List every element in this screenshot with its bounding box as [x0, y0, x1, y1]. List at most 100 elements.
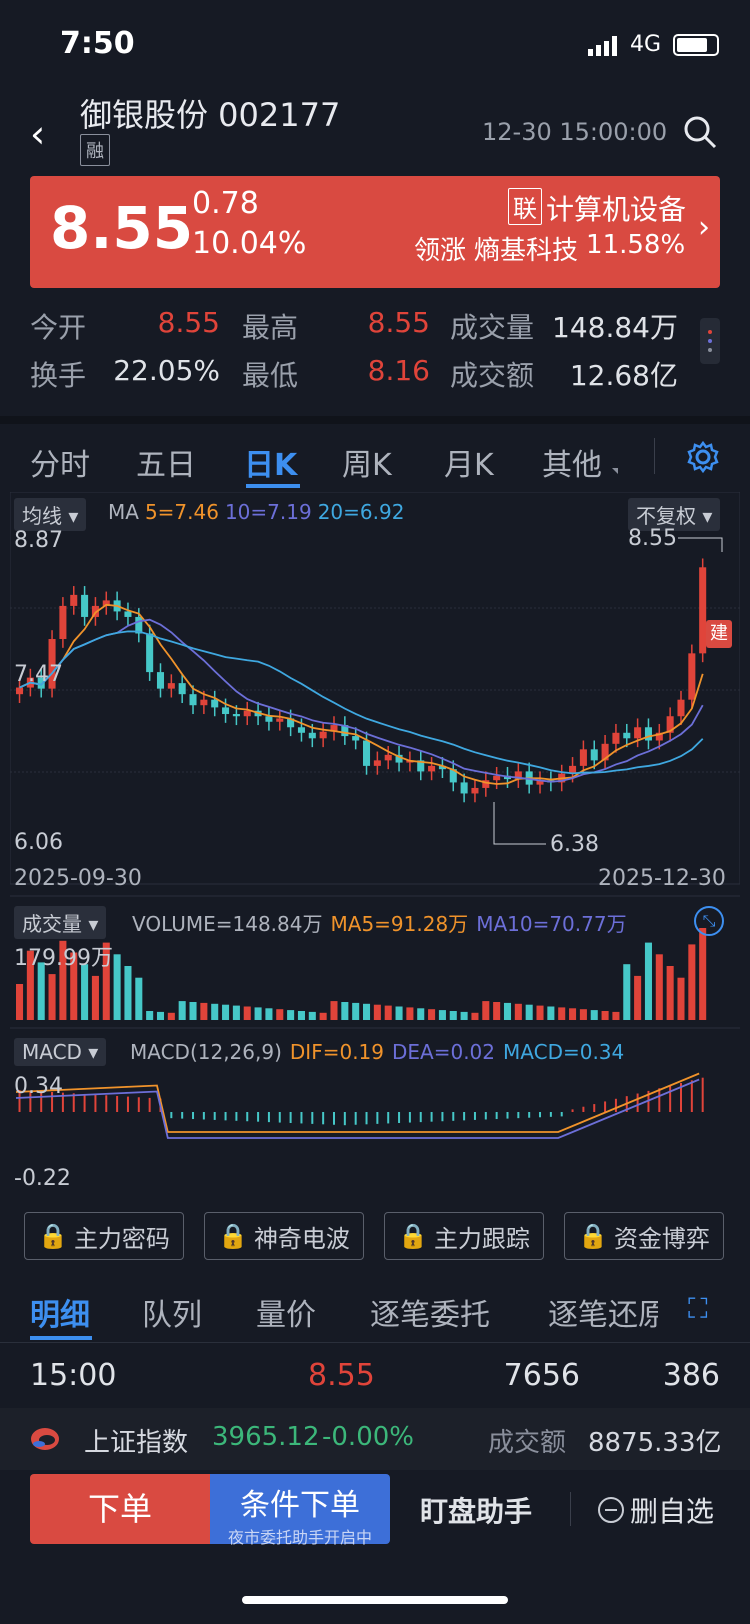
- volume-ma10: MA10=70.77万: [476, 912, 627, 936]
- candle-body: [536, 780, 544, 785]
- tab-queue[interactable]: 队列: [142, 1298, 202, 1333]
- volume-dropdown-label: 成交量: [22, 912, 82, 936]
- sector-name[interactable]: 计算机设备: [546, 193, 687, 226]
- lock-button-main-code[interactable]: 🔒 主力密码: [24, 1212, 184, 1260]
- candle-body: [493, 775, 501, 781]
- volume-bar: [232, 1005, 240, 1020]
- adjust-dropdown[interactable]: 不复权 ▾: [628, 498, 721, 531]
- gear-icon[interactable]: [686, 440, 720, 474]
- tab-weekly-k[interactable]: 周K: [342, 448, 392, 483]
- quote-banner[interactable]: 8.55 0.78 10.04% 联 计算机设备 领涨 熵基科技 11.58% …: [30, 176, 720, 288]
- back-icon[interactable]: ‹: [30, 112, 46, 156]
- volume-bar: [156, 1011, 165, 1020]
- volume-bar: [503, 1002, 512, 1020]
- candle-body: [287, 718, 295, 728]
- build-position-badge[interactable]: 建: [706, 620, 732, 648]
- lock-button-magic-wave[interactable]: 🔒 神奇电波: [204, 1212, 364, 1260]
- more-dots-icon[interactable]: [700, 318, 720, 364]
- tab-monthly-k[interactable]: 月K: [444, 448, 494, 483]
- volume-bar: [37, 962, 45, 1020]
- lock-button-fund-game[interactable]: 🔒 资金博弈: [564, 1212, 724, 1260]
- tick-count: 386: [662, 1358, 720, 1393]
- low-marker-label: 6.38: [550, 832, 599, 857]
- volume-bar: [428, 1009, 436, 1020]
- remove-watchlist-button[interactable]: 删自选: [598, 1490, 714, 1530]
- macd-legend: MACD(12,26,9) DIF=0.19 DEA=0.02 MACD=0.3…: [130, 1040, 624, 1064]
- volume-bar: [341, 1002, 349, 1020]
- tab-daily-k[interactable]: 日K: [244, 448, 298, 483]
- candle-body: [135, 616, 143, 634]
- candle-body: [37, 677, 45, 689]
- tab-detail[interactable]: 明细: [30, 1298, 90, 1333]
- turnover-label: 换手: [30, 359, 87, 392]
- volume-bar: [417, 1008, 425, 1020]
- volume-bar: [146, 1011, 154, 1020]
- candle-body: [341, 725, 349, 737]
- candle-body: [70, 594, 78, 606]
- volume-bar: [634, 975, 642, 1020]
- volume-bar: [449, 1011, 457, 1020]
- low-leader-line: [493, 802, 546, 845]
- volume-bar: [352, 1002, 360, 1020]
- kline-chart[interactable]: [9, 491, 741, 1192]
- volume-bar: [471, 1012, 479, 1020]
- volume-bar: [373, 1004, 381, 1020]
- order-button[interactable]: 下单: [30, 1474, 210, 1544]
- volume-bar: [135, 977, 143, 1020]
- tick-time: 15:00: [30, 1358, 117, 1393]
- candle-body: [363, 740, 371, 766]
- macd-text: MACD(12,26,9): [130, 1040, 282, 1064]
- conditional-order-button[interactable]: 条件下单 夜市委托助手开启中: [210, 1474, 390, 1547]
- candle-body: [308, 732, 316, 739]
- volume-bar: [287, 1010, 295, 1020]
- candle-body: [352, 736, 360, 741]
- date-start: 2025-09-30: [14, 866, 142, 891]
- macd-dropdown[interactable]: MACD ▾: [14, 1038, 107, 1066]
- dea-line: [15, 1078, 700, 1139]
- tab-volume-price[interactable]: 量价: [256, 1298, 316, 1333]
- candle-body: [373, 760, 381, 766]
- volume-bar: [200, 1002, 208, 1020]
- search-icon[interactable]: [682, 114, 718, 150]
- tab-indicator: [246, 484, 300, 488]
- candle-body: [211, 699, 219, 708]
- y-mid-label: 7.47: [14, 662, 63, 687]
- volume-bar: [688, 944, 696, 1020]
- expand-circle-icon[interactable]: ⤡: [694, 906, 724, 936]
- chevron-right-icon[interactable]: ›: [698, 210, 710, 245]
- ma20-line: [19, 630, 704, 775]
- volume-bar: [514, 1003, 522, 1020]
- index-bar[interactable]: 上证指数 3965.12 -0.00% 成交额 8875.33亿: [0, 1408, 750, 1470]
- lock-label: 主力跟踪: [433, 1224, 530, 1253]
- volume-bar: [70, 952, 78, 1020]
- candle-body: [319, 731, 327, 739]
- volume-bar: [59, 940, 67, 1020]
- volume-bar: [482, 1001, 490, 1020]
- candle-body: [395, 754, 403, 763]
- tick-volume: 7656: [503, 1358, 580, 1393]
- lock-button-main-track[interactable]: 🔒 主力跟踪: [384, 1212, 544, 1260]
- candle-body: [265, 716, 273, 722]
- watch-assistant-button[interactable]: 盯盘助手: [420, 1495, 533, 1528]
- signal-icon: [588, 36, 617, 56]
- ma-dropdown[interactable]: 均线 ▾: [14, 498, 87, 531]
- tab-tick-restore[interactable]: 逐笔还原: [548, 1298, 658, 1333]
- quote-datetime: 12-30 15:00:00: [482, 118, 668, 146]
- lock-label: 主力密码: [73, 1224, 170, 1253]
- tab-5day[interactable]: 五日: [136, 448, 196, 483]
- fullscreen-icon[interactable]: ⛶: [688, 1292, 708, 1325]
- volume-bar: [81, 964, 89, 1020]
- candle-body: [178, 683, 186, 695]
- volume-bar: [395, 1006, 403, 1020]
- kline-panel[interactable]: 均线 ▾ MA 5=7.46 10=7.19 20=6.92 不复权 ▾ 8.8…: [9, 491, 741, 1192]
- tab-other[interactable]: 其他: [542, 448, 602, 483]
- low-value: 8.16: [367, 354, 430, 387]
- dropdown-corner-icon: [612, 468, 618, 474]
- open-label: 今开: [30, 311, 87, 344]
- tab-tick-order[interactable]: 逐笔委托: [370, 1298, 490, 1333]
- candle-body: [417, 760, 425, 772]
- volume-dropdown[interactable]: 成交量 ▾: [14, 906, 107, 939]
- volume-bar: [547, 1006, 555, 1020]
- tab-intraday[interactable]: 分时: [30, 448, 90, 483]
- volume-bar: [655, 954, 663, 1020]
